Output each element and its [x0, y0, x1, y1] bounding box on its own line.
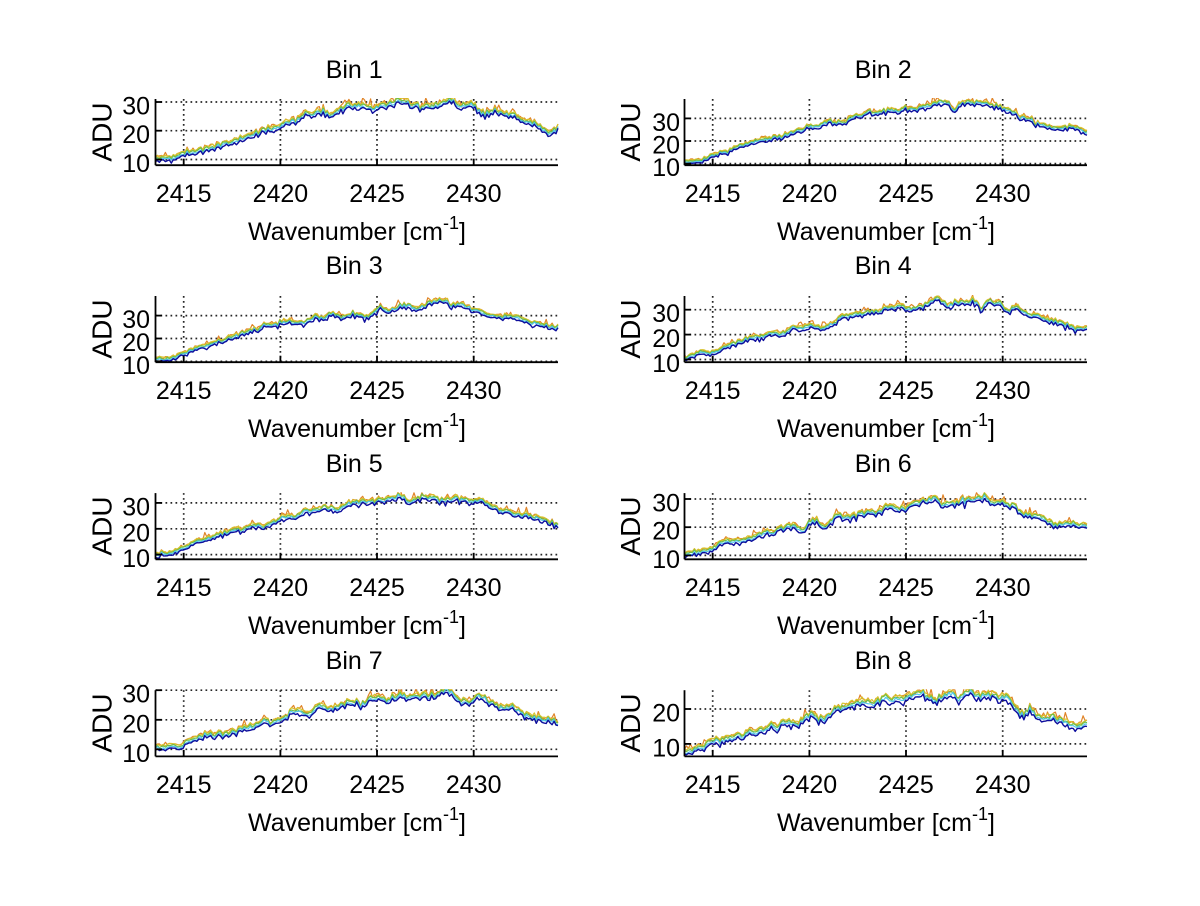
svg-text:2425: 2425: [349, 180, 405, 208]
svg-text:10: 10: [122, 545, 150, 573]
svg-text:2425: 2425: [349, 771, 405, 799]
svg-text:30: 30: [652, 109, 680, 137]
svg-text:ADU: ADU: [615, 496, 646, 555]
svg-text:2430: 2430: [975, 180, 1031, 208]
svg-text:10: 10: [652, 350, 680, 378]
svg-text:ADU: ADU: [87, 102, 118, 161]
svg-text:Wavenumber [cm-1]: Wavenumber [cm-1]: [248, 804, 466, 837]
svg-text:20: 20: [122, 519, 150, 547]
svg-text:Bin 2: Bin 2: [855, 56, 912, 84]
svg-text:2430: 2430: [975, 574, 1031, 602]
svg-text:ADU: ADU: [615, 693, 646, 752]
svg-text:Bin 5: Bin 5: [326, 450, 383, 478]
svg-text:Wavenumber [cm-1]: Wavenumber [cm-1]: [248, 213, 466, 246]
svg-text:Wavenumber [cm-1]: Wavenumber [cm-1]: [248, 607, 466, 640]
svg-text:2420: 2420: [253, 180, 309, 208]
svg-text:30: 30: [122, 93, 150, 121]
svg-text:2415: 2415: [156, 180, 212, 208]
svg-text:2430: 2430: [975, 771, 1031, 799]
svg-text:Wavenumber [cm-1]: Wavenumber [cm-1]: [777, 410, 995, 443]
svg-text:Bin 7: Bin 7: [326, 647, 383, 675]
svg-text:Bin 4: Bin 4: [855, 252, 912, 280]
svg-text:20: 20: [652, 132, 680, 160]
svg-text:2415: 2415: [685, 180, 741, 208]
svg-text:2415: 2415: [685, 377, 741, 405]
svg-text:Bin 3: Bin 3: [326, 252, 383, 280]
svg-text:20: 20: [122, 329, 150, 357]
svg-text:30: 30: [122, 681, 150, 709]
svg-text:Bin 6: Bin 6: [855, 450, 912, 478]
svg-text:Wavenumber [cm-1]: Wavenumber [cm-1]: [777, 213, 995, 246]
svg-text:2430: 2430: [446, 377, 502, 405]
svg-text:2420: 2420: [782, 377, 838, 405]
svg-text:ADU: ADU: [615, 299, 646, 358]
svg-text:10: 10: [652, 546, 680, 574]
svg-text:Bin 1: Bin 1: [326, 56, 383, 84]
svg-text:2415: 2415: [685, 574, 741, 602]
svg-text:30: 30: [652, 490, 680, 518]
svg-text:2425: 2425: [878, 574, 934, 602]
svg-text:10: 10: [122, 150, 150, 178]
svg-text:2420: 2420: [782, 771, 838, 799]
svg-text:2420: 2420: [782, 574, 838, 602]
svg-text:10: 10: [122, 740, 150, 768]
svg-text:ADU: ADU: [87, 299, 118, 358]
svg-text:2415: 2415: [156, 771, 212, 799]
svg-text:2415: 2415: [156, 574, 212, 602]
svg-text:2430: 2430: [446, 771, 502, 799]
svg-text:Bin 8: Bin 8: [855, 647, 912, 675]
svg-text:2425: 2425: [349, 377, 405, 405]
svg-text:2425: 2425: [878, 771, 934, 799]
svg-text:2420: 2420: [253, 771, 309, 799]
svg-text:10: 10: [652, 734, 680, 762]
svg-text:2415: 2415: [156, 377, 212, 405]
svg-text:20: 20: [652, 325, 680, 353]
svg-text:2415: 2415: [685, 771, 741, 799]
svg-text:2425: 2425: [349, 574, 405, 602]
svg-text:ADU: ADU: [87, 496, 118, 555]
svg-text:2430: 2430: [446, 574, 502, 602]
svg-text:10: 10: [652, 154, 680, 182]
svg-text:30: 30: [652, 300, 680, 328]
svg-text:20: 20: [122, 121, 150, 149]
svg-text:Wavenumber [cm-1]: Wavenumber [cm-1]: [777, 804, 995, 837]
svg-text:10: 10: [122, 352, 150, 380]
svg-text:2420: 2420: [253, 574, 309, 602]
svg-text:2420: 2420: [253, 377, 309, 405]
svg-text:20: 20: [652, 700, 680, 728]
svg-text:2430: 2430: [975, 377, 1031, 405]
svg-text:2420: 2420: [782, 180, 838, 208]
svg-text:2425: 2425: [878, 377, 934, 405]
svg-text:Wavenumber [cm-1]: Wavenumber [cm-1]: [777, 607, 995, 640]
svg-text:30: 30: [122, 493, 150, 521]
svg-text:2425: 2425: [878, 180, 934, 208]
svg-text:ADU: ADU: [615, 102, 646, 161]
svg-text:Wavenumber [cm-1]: Wavenumber [cm-1]: [248, 410, 466, 443]
svg-text:ADU: ADU: [87, 693, 118, 752]
svg-text:20: 20: [122, 710, 150, 738]
svg-text:20: 20: [652, 518, 680, 546]
svg-text:30: 30: [122, 306, 150, 334]
svg-text:2430: 2430: [446, 180, 502, 208]
